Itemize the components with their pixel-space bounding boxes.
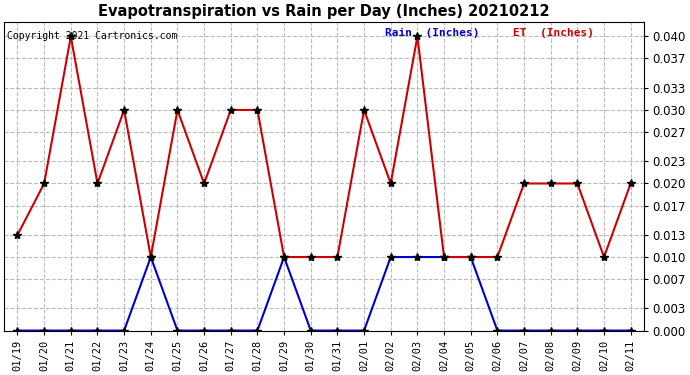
- Text: ET  (Inches): ET (Inches): [513, 28, 594, 38]
- Text: Rain  (Inches): Rain (Inches): [385, 28, 480, 38]
- Text: Copyright 2021 Cartronics.com: Copyright 2021 Cartronics.com: [8, 31, 178, 41]
- Title: Evapotranspiration vs Rain per Day (Inches) 20210212: Evapotranspiration vs Rain per Day (Inch…: [98, 4, 550, 19]
